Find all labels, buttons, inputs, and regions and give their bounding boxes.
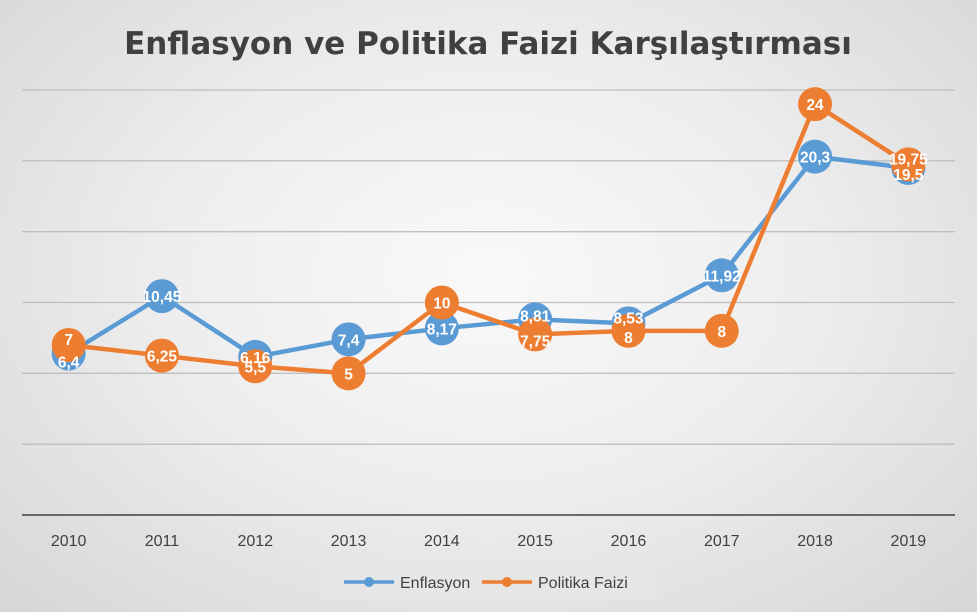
x-tick-label: 2017: [704, 533, 740, 550]
data-label: 10: [433, 296, 450, 313]
legend-label-politika-faizi: Politika Faizi: [538, 575, 628, 592]
x-tick-label: 2018: [797, 533, 833, 550]
data-label: 7,4: [338, 332, 360, 349]
legend-marker-enflasyon: [364, 577, 374, 587]
data-label: 24: [806, 97, 824, 114]
data-label: 8,53: [613, 310, 644, 327]
data-label: 10,45: [143, 289, 182, 306]
legend: Enflasyon Politika Faizi: [320, 563, 657, 599]
x-tick-label: 2016: [611, 533, 647, 550]
data-label: 8: [624, 330, 633, 347]
legend-label-enflasyon: Enflasyon: [400, 575, 470, 592]
data-label: 8,81: [520, 308, 551, 325]
x-axis-ticks: 2010 2011 2012 2013 2014 2015 2016 2017 2018 2019: [51, 533, 926, 550]
data-label: 20,3: [800, 150, 831, 167]
data-label: 19,75: [889, 151, 928, 168]
data-label: 8,17: [427, 321, 457, 338]
data-point: [331, 322, 366, 357]
data-point: [798, 87, 833, 122]
data-point: [51, 328, 86, 362]
data-label: 5: [344, 366, 353, 383]
data-labels-layer: 6,4 10,45 6,16 7,4 8,17 8,81 8,53 11,92 20,3 19,5…: [58, 97, 928, 383]
chart-title: Enflasyon ve Politika Faizi Karşılaştırm…: [124, 26, 852, 62]
data-label: 6,25: [147, 349, 178, 366]
x-tick-label: 2014: [424, 533, 460, 550]
data-point: [144, 279, 179, 314]
data-point: [704, 313, 739, 348]
data-label: 19,5: [893, 167, 924, 184]
x-tick-label: 2013: [331, 533, 367, 550]
series-layer: [51, 87, 926, 391]
x-tick-label: 2019: [891, 533, 927, 550]
data-label: 5,5: [244, 359, 266, 376]
data-point: [144, 338, 179, 373]
data-point: [518, 317, 553, 352]
data-point: [424, 311, 459, 346]
data-point: [798, 139, 833, 174]
x-tick-label: 2011: [145, 533, 180, 550]
data-point: [891, 147, 926, 182]
data-label: 11,92: [703, 268, 741, 285]
data-label: 7: [64, 332, 73, 349]
data-label: 8: [717, 324, 726, 341]
data-label: 6,4: [58, 355, 80, 372]
data-point: [238, 349, 273, 384]
data-label: 6,16: [240, 350, 271, 367]
x-tick-label: 2015: [517, 533, 553, 550]
data-point: [704, 258, 739, 293]
series-line-1: [66, 101, 911, 376]
data-point: [331, 356, 366, 391]
data-label: 7,75: [520, 333, 551, 350]
data-point: [424, 285, 459, 320]
legend-marker-politika-faizi: [502, 577, 512, 587]
x-tick-label: 2010: [51, 533, 87, 550]
data-point: [611, 313, 646, 348]
x-tick-label: 2012: [237, 533, 273, 550]
